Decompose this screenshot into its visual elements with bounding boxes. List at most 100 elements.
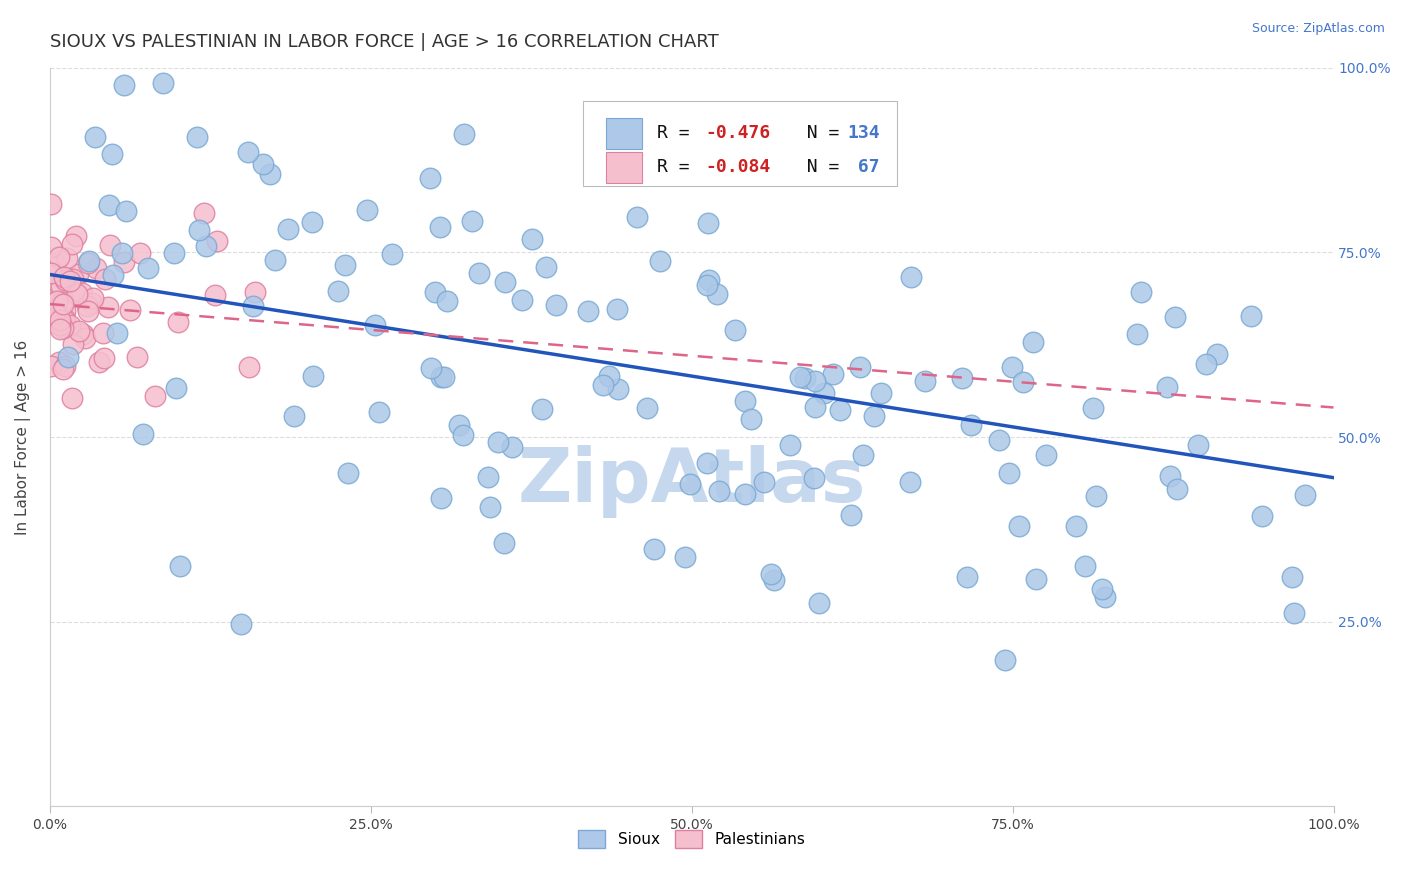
Point — [1129, 285, 1152, 300]
Point — [813, 386, 835, 401]
Point — [1011, 376, 1033, 390]
Point — [696, 456, 718, 470]
Point — [46, 294, 69, 309]
Text: 134: 134 — [846, 124, 880, 142]
Point — [734, 394, 756, 409]
Point — [44, 295, 66, 310]
Point — [115, 204, 138, 219]
Point — [1083, 401, 1105, 415]
Point — [72, 327, 94, 342]
Point — [44, 255, 66, 269]
Point — [44, 305, 66, 319]
Point — [367, 405, 389, 419]
Point — [779, 438, 801, 452]
Point — [1251, 508, 1274, 523]
Point — [869, 386, 891, 401]
Point — [112, 78, 135, 92]
Point — [492, 535, 515, 549]
Point — [114, 254, 136, 268]
Point — [598, 368, 620, 383]
Point — [52, 319, 75, 334]
Point — [93, 351, 115, 366]
Point — [486, 434, 509, 449]
Point — [59, 274, 82, 288]
Point — [70, 286, 93, 301]
Point — [76, 304, 98, 318]
Point — [41, 197, 63, 211]
Point — [59, 318, 82, 333]
Point — [204, 288, 226, 302]
Point — [546, 298, 568, 312]
Point — [430, 491, 453, 505]
Point — [420, 361, 443, 376]
Point — [429, 219, 451, 234]
Point — [724, 323, 747, 337]
Point — [679, 477, 702, 491]
Point — [336, 467, 359, 481]
Point — [48, 250, 70, 264]
Point — [914, 374, 936, 388]
Point — [381, 246, 404, 260]
Text: N =: N = — [786, 124, 851, 142]
Point — [606, 301, 628, 316]
Point — [193, 206, 215, 220]
Point — [55, 251, 77, 265]
Point — [205, 234, 228, 248]
Legend: Sioux, Palestinians: Sioux, Palestinians — [572, 824, 811, 855]
Point — [277, 222, 299, 236]
Point — [534, 260, 557, 275]
Point — [125, 350, 148, 364]
Point — [326, 284, 349, 298]
Bar — [606, 118, 641, 149]
Text: R =: R = — [657, 158, 700, 177]
Bar — [606, 152, 641, 183]
Point — [264, 252, 287, 267]
Point — [110, 245, 132, 260]
Text: R =: R = — [657, 124, 700, 142]
Y-axis label: In Labor Force | Age > 16: In Labor Force | Age > 16 — [15, 339, 31, 534]
Point — [576, 303, 599, 318]
Point — [959, 417, 981, 432]
Point — [49, 279, 72, 293]
Point — [1195, 357, 1218, 371]
Point — [697, 216, 720, 230]
Point — [759, 567, 782, 582]
Point — [461, 213, 484, 227]
Point — [900, 270, 922, 285]
Point — [419, 170, 441, 185]
Point — [98, 238, 121, 252]
Point — [243, 285, 266, 299]
Point — [752, 475, 775, 489]
Point — [607, 382, 630, 396]
Point — [48, 318, 70, 332]
Point — [51, 294, 73, 309]
Point — [1025, 572, 1047, 586]
Point — [55, 359, 77, 373]
Point — [356, 202, 378, 217]
Point — [697, 273, 720, 287]
Point — [501, 440, 523, 454]
Point — [53, 304, 76, 318]
Point — [852, 448, 875, 462]
Point — [1159, 468, 1181, 483]
Text: ZipAtlas: ZipAtlas — [517, 445, 866, 518]
Point — [163, 246, 186, 260]
Point — [62, 272, 84, 286]
Text: SIOUX VS PALESTINIAN IN LABOR FORCE | AGE > 16 CORRELATION CHART: SIOUX VS PALESTINIAN IN LABOR FORCE | AG… — [49, 33, 718, 51]
FancyBboxPatch shape — [582, 101, 897, 186]
Point — [186, 130, 208, 145]
Point — [93, 272, 115, 286]
Text: Source: ZipAtlas.com: Source: ZipAtlas.com — [1251, 22, 1385, 36]
Point — [118, 303, 141, 318]
Point — [62, 337, 84, 351]
Point — [53, 269, 76, 284]
Point — [52, 297, 75, 311]
Point — [447, 417, 470, 432]
Point — [165, 381, 187, 395]
Point — [849, 359, 872, 374]
Point — [950, 371, 973, 385]
Text: N =: N = — [786, 158, 851, 177]
Point — [1035, 448, 1057, 462]
Point — [128, 246, 150, 260]
Point — [96, 301, 118, 315]
